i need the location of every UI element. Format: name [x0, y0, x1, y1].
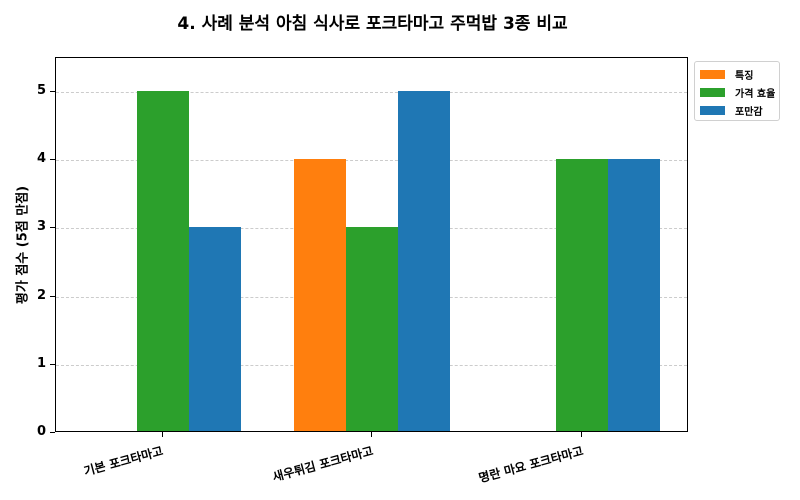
- legend-item: 포만감: [700, 104, 763, 118]
- y-tick: [50, 159, 55, 161]
- gridline: [56, 92, 687, 94]
- bar-포만감: [189, 227, 241, 431]
- y-tick: [50, 227, 55, 229]
- legend-label: 가격 효율: [735, 88, 776, 100]
- x-tick: [371, 432, 372, 437]
- legend-label: 특징: [735, 70, 754, 82]
- y-tick: [50, 91, 55, 93]
- y-axis-title: 평가 점수 (5점 만점): [15, 185, 31, 305]
- y-tick: [50, 432, 55, 433]
- legend-item: 가격 효율: [700, 86, 776, 100]
- legend-swatch: [700, 87, 725, 97]
- legend-swatch: [700, 69, 725, 79]
- x-tick-label: 명란 마요 포크타마고: [476, 443, 585, 486]
- x-tick-label: 기본 포크타마고: [82, 443, 165, 479]
- gridline: [56, 160, 687, 162]
- bar-가격 효율: [556, 159, 608, 431]
- y-tick: [50, 295, 55, 297]
- bar-포만감: [608, 159, 660, 431]
- legend-swatch: [700, 105, 725, 115]
- y-tick-label: 2: [36, 287, 46, 303]
- x-tick: [581, 432, 582, 437]
- y-tick-label: 3: [36, 219, 46, 235]
- chart-title: 4. 사례 분석 아침 식사로 포크타마고 주먹밥 3종 비교: [177, 14, 568, 34]
- legend-item: 특징: [700, 68, 754, 82]
- y-tick-label: 0: [36, 424, 46, 439]
- bar-가격 효율: [346, 227, 398, 431]
- y-tick-label: 1: [36, 355, 46, 371]
- x-tick: [162, 432, 163, 437]
- bar-특징: [294, 159, 346, 431]
- bar-가격 효율: [137, 91, 189, 431]
- x-tick-label: 새우튀김 포크타마고: [270, 443, 375, 485]
- y-tick: [50, 363, 55, 365]
- plot-area: [55, 57, 688, 432]
- y-tick-label: 5: [36, 83, 46, 99]
- bar-포만감: [398, 91, 450, 431]
- y-tick-label: 4: [36, 151, 46, 167]
- legend-label: 포만감: [735, 106, 763, 118]
